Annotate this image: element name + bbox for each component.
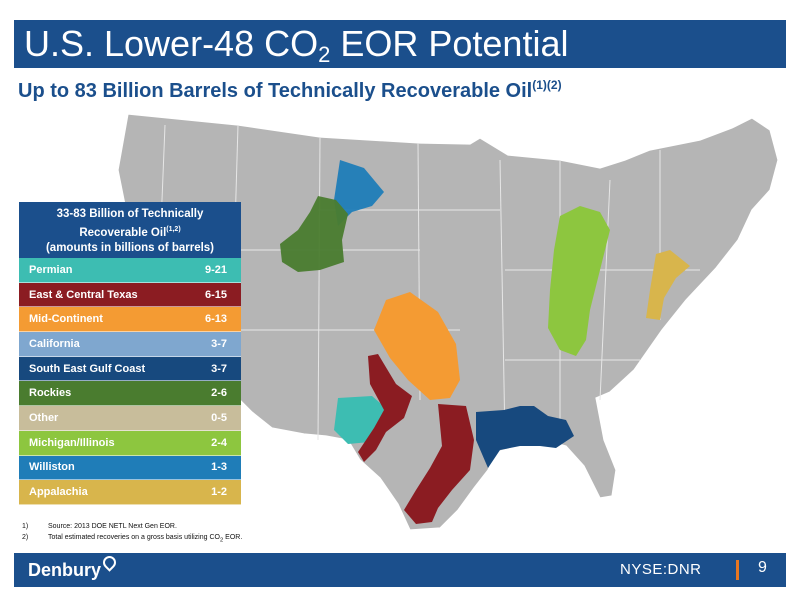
legend-row-label: Mid-Continent (29, 313, 103, 326)
legend-row: Rockies 2-6 (19, 381, 241, 407)
legend-row-value: 9-21 (204, 263, 227, 276)
footer-bar: Denbury NYSE:DNR 9 (14, 553, 786, 587)
legend-row-value: 1-3 (211, 461, 227, 474)
legend-row-label: California (29, 337, 80, 350)
legend-row: South East Gulf Coast 3-7 (19, 356, 241, 382)
legend-row-value: 2-4 (211, 436, 227, 449)
page-number: 9 (758, 559, 767, 576)
region-east-central-texas (358, 354, 474, 524)
legend-row: Appalachia 1-2 (19, 480, 241, 505)
legend-row-value: 2-6 (211, 387, 227, 400)
legend-row-label: Williston (29, 461, 75, 474)
footnotes: 1) Source: 2013 DOE NETL Next Gen EOR. 2)… (22, 521, 242, 546)
legend-row-label: East & Central Texas (29, 288, 138, 301)
legend-row: Mid-Continent 6-13 (19, 307, 241, 333)
legend-row-value: 6-13 (204, 313, 227, 326)
legend-row-value: 0-5 (211, 411, 227, 424)
legend-row-label: Michigan/Illinois (29, 436, 115, 449)
legend-row-label: Permian (29, 263, 73, 276)
region-south-east-gulf-coast (476, 406, 574, 468)
region-williston (334, 160, 384, 226)
legend-row-label: Rockies (29, 387, 72, 400)
ticker-symbol: NYSE:DNR (620, 561, 702, 578)
legend-row-label: South East Gulf Coast (29, 362, 146, 375)
footer-separator (736, 560, 739, 580)
denbury-logo: Denbury (28, 553, 119, 583)
region-mid-continent (374, 292, 460, 400)
legend-row: Williston 1-3 (19, 455, 241, 481)
region-appalachia (646, 250, 690, 320)
footnote-1: 1) Source: 2013 DOE NETL Next Gen EOR. (22, 523, 177, 530)
drop-icon (100, 553, 119, 572)
footnote-2: 2) Total estimated recoveries on a gross … (22, 534, 243, 544)
legend-row-label: Appalachia (29, 486, 88, 499)
legend-row: Michigan/Illinois 2-4 (19, 430, 241, 456)
legend-header: 33-83 Billion of Technically Recoverable… (19, 202, 241, 258)
region-michigan-illinois (548, 206, 610, 356)
legend-row-value: 6-15 (204, 288, 227, 301)
region-rockies (280, 196, 348, 272)
legend-row-label: Other (29, 411, 59, 424)
legend-row: California 3-7 (19, 332, 241, 357)
legend-row-value: 1-2 (211, 486, 227, 499)
page-subtitle: Up to 83 Billion Barrels of Technically … (18, 78, 562, 102)
legend-rows: Permian 9-21 East & Central Texas 6-15 Mid-C… (19, 258, 241, 505)
legend-row-value: 3-7 (211, 362, 227, 375)
legend-table: 33-83 Billion of Technically Recoverable… (19, 202, 241, 505)
legend-row: East & Central Texas 6-15 (19, 282, 241, 308)
us-land (117, 113, 779, 531)
legend-row: Permian 9-21 (19, 258, 241, 283)
page-title: U.S. Lower-48 CO2 EOR Potential (24, 23, 569, 67)
title-bar: U.S. Lower-48 CO2 EOR Potential (14, 20, 786, 68)
legend-row-value: 3-7 (211, 337, 227, 350)
legend-row: Other 0-5 (19, 406, 241, 431)
